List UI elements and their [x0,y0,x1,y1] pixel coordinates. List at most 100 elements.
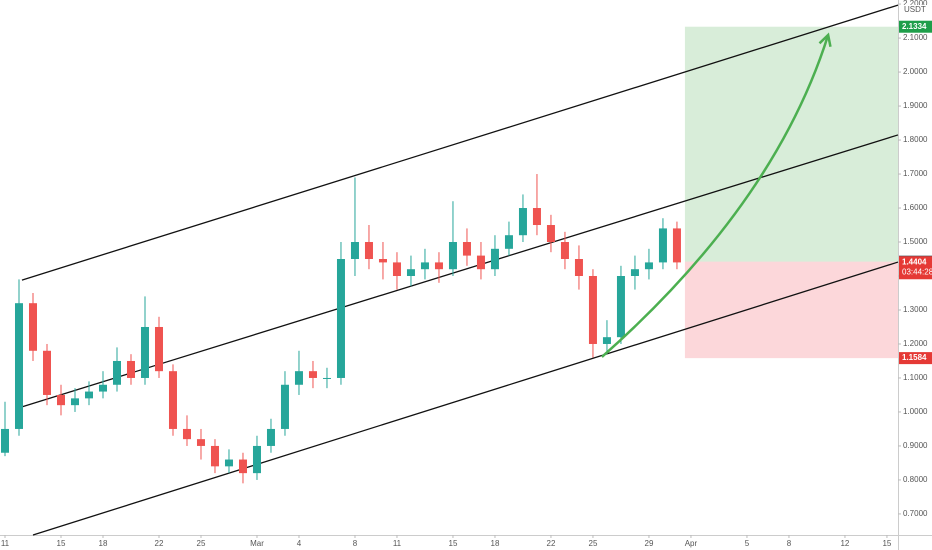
price-label: 1.1584 [902,353,927,362]
candle-body [308,371,317,378]
y-tick-label: 1.7000 [903,169,928,178]
candle-body [532,208,541,226]
candle-body [630,269,639,276]
candle-body [490,248,499,270]
trend-line [32,261,899,536]
candle-body [168,371,177,429]
y-tick-label: 1.8000 [903,135,928,144]
candle-body [140,326,149,378]
candle-body [14,303,23,429]
candle-body [280,384,289,429]
y-tick-label: 0.9000 [903,441,928,450]
candle-body [672,228,681,263]
zone [684,261,898,359]
candle-body [560,242,569,260]
y-tick-label: 0.7000 [903,509,928,518]
x-tick-label: 15 [57,539,66,548]
candle-body [112,360,121,385]
price-label: 2.1334 [902,22,927,31]
x-tick-label: 11 [393,539,402,548]
y-tick-label: 2.1000 [903,33,928,42]
candle-body [518,208,527,236]
y-tick-label: 1.2000 [903,339,928,348]
y-tick-label: 0.8000 [903,475,928,484]
countdown-label: 03:44:28 [902,267,932,276]
x-tick-label: 5 [745,539,750,548]
trend-line [21,134,899,408]
candle-body [84,391,93,399]
x-tick-label: Apr [685,539,698,548]
y-tick-label: 1.9000 [903,101,928,110]
arrow [601,34,830,358]
candle-body [266,428,275,446]
y-tick-label: 1.0000 [903,407,928,416]
candle-body [616,275,625,338]
y-tick-label: 1.5000 [903,237,928,246]
currency-label: USDT [904,5,926,14]
candle-body [350,242,359,260]
candle-body [504,235,513,249]
candle-body [28,303,37,351]
candle-body [336,259,345,378]
candle-body [364,242,373,260]
x-tick-label: 22 [547,539,556,548]
x-tick-label: 4 [297,539,302,548]
price-label: 1.4404 [902,257,927,266]
candle-body [476,255,485,270]
x-tick-label: 15 [449,539,458,548]
candle-body [56,394,65,406]
x-tick-label: 18 [99,539,108,548]
candle-body [224,459,233,467]
x-tick-label: 25 [197,539,206,548]
candle-body [238,459,247,474]
candle-body [448,242,457,270]
candle-body [252,445,261,474]
x-tick-label: 12 [840,539,849,548]
candle-body [294,371,303,385]
price-label-bg [899,352,932,365]
y-tick-label: 1.3000 [903,305,928,314]
candle-body [42,350,51,395]
y-tick-label: 2.2000 [903,0,928,8]
candle-body [378,259,387,263]
x-tick-label: 15 [882,539,891,548]
y-tick-label: 1.1000 [903,373,928,382]
candle-body [98,384,107,392]
candle-body [196,439,205,446]
candle-body [70,398,79,406]
candle-body [434,262,443,270]
trend-line [21,4,899,281]
candle-body [406,269,415,276]
y-tick-label: 2.0000 [903,67,928,76]
candle-body [322,377,331,379]
x-tick-label: Mar [250,539,264,548]
arrow-head [818,32,832,48]
x-tick-label: 25 [589,539,598,548]
x-tick-label: 11 [1,539,10,548]
candle-body [462,242,471,256]
candle-body [392,262,401,276]
x-tick-label: 29 [645,539,654,548]
currency-bg [900,5,930,15]
x-tick-label: 22 [155,539,164,548]
x-tick-label: 8 [787,539,792,548]
price-label-bg [899,256,932,280]
candle-body [0,428,9,453]
x-tick-label: 18 [491,539,500,548]
candle-body [602,337,611,344]
zone [684,26,898,262]
candle-body [420,262,429,270]
candle-body [644,262,653,270]
candle-body [546,225,555,243]
candle-body [658,228,667,263]
candle-body [126,360,135,378]
x-tick-label: 8 [353,539,358,548]
price-label-bg [899,20,932,33]
candle-body [588,275,597,344]
candle-body [154,326,163,372]
candle-body [574,259,583,276]
candle-body [182,428,191,440]
y-tick-label: 1.6000 [903,203,928,212]
